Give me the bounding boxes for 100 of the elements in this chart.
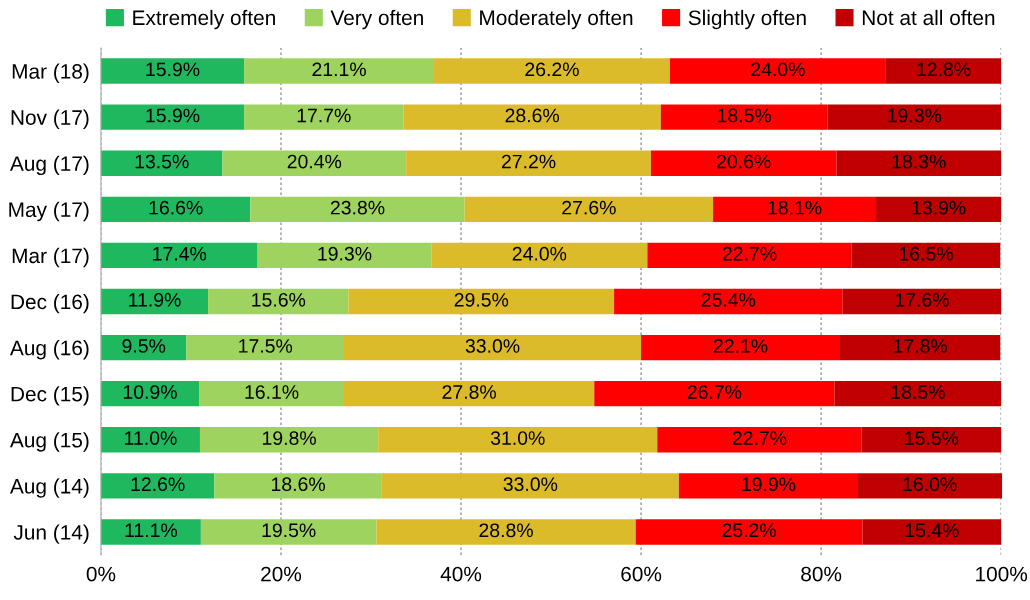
data-label: 17.8% [894,339,948,353]
data-label: 19.5% [262,523,316,538]
bar [657,427,862,453]
bar [403,104,661,130]
legend-label: Not at all often [862,9,995,26]
bar [100,473,215,499]
y-tick-label: Nov (17) [11,109,89,129]
data-label: 26.7% [687,385,742,399]
data-label: 24.0% [751,62,805,77]
bar [713,196,877,222]
bar [100,288,209,315]
legend-label: Slightly often [688,9,806,30]
bar [222,150,407,176]
bar [199,427,379,453]
data-label: 33.0% [503,477,558,492]
bar [344,334,642,361]
x-tick-label: 100% [976,566,1028,582]
y-tick-label: Aug (16) [9,340,89,360]
bar [250,196,465,222]
data-label: 12.6% [131,477,185,492]
bar [100,196,251,222]
data-label: 15.9% [146,62,200,77]
bar [434,58,670,84]
data-label: 25.4% [701,292,756,307]
data-label: 15.6% [252,292,306,307]
legend-label: Moderately often [480,9,633,30]
data-label: 20.6% [717,154,771,169]
y-tick-label: Dec (16) [11,293,89,314]
bar [431,242,648,269]
data-label: 22.7% [732,431,787,445]
data-label: 16.1% [245,385,299,399]
bar [834,381,1002,407]
bar [647,242,852,269]
x-tick-label: 60% [621,566,662,582]
data-label: 19.8% [263,431,316,445]
bar [464,196,714,222]
data-label: 13.5% [135,154,189,169]
data-label: 27.8% [442,385,497,399]
data-label: 10.9% [123,385,177,399]
data-label: 18.5% [718,108,772,123]
y-tick-label: May (17) [9,201,89,222]
x-tick-label: 0% [86,566,116,582]
bar [406,150,651,176]
y-tick-label: Aug (14) [9,478,89,498]
bar [836,150,1002,176]
y-tick-label: Aug (15) [9,432,89,452]
bar [199,381,344,407]
y-tick-label: Aug (17) [9,155,89,176]
data-label: 22.1% [713,339,768,353]
bar [858,473,1003,499]
bar [381,473,679,499]
data-label: 20.4% [287,154,342,169]
bar [100,150,223,176]
data-label: 18.6% [272,477,325,492]
legend-label: Extremely often [133,9,275,30]
x-tick-label: 80% [801,566,842,582]
data-label: 11.9% [129,292,181,307]
bar [214,473,382,499]
bar [257,242,432,269]
data-label: 29.5% [454,292,509,307]
data-label: 16.5% [899,246,953,261]
data-label: 27.6% [562,200,616,215]
data-label: 28.6% [505,108,560,123]
bar [842,288,1002,315]
bar [378,427,658,453]
data-label: 26.2% [525,62,579,77]
x-tick-label: 20% [261,566,302,582]
bar [827,104,1002,130]
data-label: 23.8% [330,200,385,215]
data-label: 18.3% [892,154,946,169]
data-label: 21.1% [312,62,366,77]
bar [660,104,828,130]
bar [851,242,1001,269]
bar [348,288,615,315]
bar [244,104,404,130]
legend-label: Very often [330,9,423,30]
data-label: 17.7% [297,108,351,123]
data-label: 22.7% [722,246,777,261]
bar [650,150,837,176]
data-label: 12.8% [917,62,971,77]
data-label: 17.6% [895,292,949,307]
bar [635,519,863,545]
data-label: 19.3% [888,108,942,123]
bar [100,242,258,269]
data-label: 25.2% [722,523,776,538]
data-label: 16.6% [149,200,203,215]
bar [614,288,843,315]
bar [861,427,1002,453]
bar [840,334,1001,361]
data-label: 17.5% [239,339,293,353]
y-tick-label: Mar (17) [12,247,89,268]
bar [594,381,835,407]
bar [344,381,595,407]
data-label: 19.9% [742,477,796,492]
data-label: 11.0% [125,431,177,445]
bar [200,519,377,545]
bar [876,196,1002,222]
data-label: 11.1% [125,523,178,538]
y-tick-label: Mar (18) [12,63,89,83]
bar [862,519,1002,545]
